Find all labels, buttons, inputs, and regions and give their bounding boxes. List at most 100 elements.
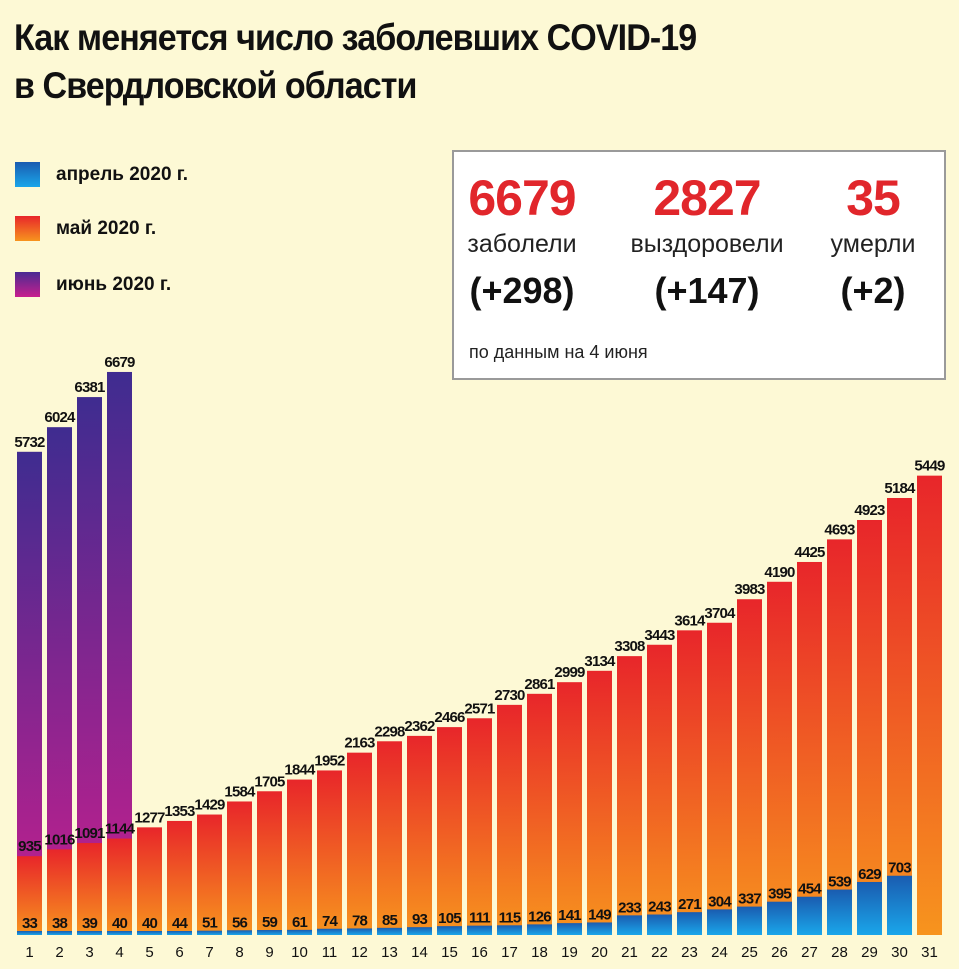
legend-item-april: апрель 2020 г. <box>15 162 188 187</box>
bar-may <box>347 752 372 935</box>
bar-april <box>587 922 612 935</box>
label-may: 5449 <box>914 458 945 475</box>
x-tick-label: 5 <box>145 944 153 961</box>
bar-may <box>317 770 342 935</box>
bar-may <box>497 704 522 935</box>
label-april: 61 <box>292 914 308 931</box>
x-tick-label: 2 <box>55 944 63 961</box>
bar-may <box>917 475 942 935</box>
bar-april <box>407 927 432 935</box>
stat-label: выздоровели <box>630 230 784 258</box>
label-may: 2571 <box>464 700 495 717</box>
label-june: 6381 <box>74 379 105 396</box>
x-tick-label: 22 <box>651 944 668 961</box>
x-tick-label: 7 <box>205 944 213 961</box>
label-may: 1584 <box>224 783 256 800</box>
bar-april <box>167 931 192 935</box>
bar-april <box>737 906 762 935</box>
label-april: 454 <box>798 881 822 898</box>
x-tick-label: 20 <box>591 944 608 961</box>
bar-may <box>437 727 462 935</box>
x-tick-label: 12 <box>351 944 368 961</box>
bar-april <box>857 881 882 935</box>
stat-delta: (+298) <box>469 270 575 311</box>
legend-swatch <box>15 162 40 187</box>
x-tick-label: 17 <box>501 944 518 961</box>
bar-april <box>377 927 402 935</box>
x-tick-label: 26 <box>771 944 788 961</box>
label-april: 539 <box>828 874 851 891</box>
stat-label: умерли <box>830 230 916 258</box>
bar-april <box>287 929 312 935</box>
label-may: 4693 <box>824 521 855 538</box>
bar-may <box>77 843 102 935</box>
label-april: 38 <box>52 915 68 932</box>
bar-may <box>557 682 582 935</box>
bar-april <box>797 896 822 935</box>
bar-may <box>137 827 162 935</box>
bar-may <box>677 630 702 935</box>
x-tick-label: 4 <box>115 944 123 961</box>
bar-may <box>407 735 432 935</box>
x-tick-label: 10 <box>291 944 308 961</box>
label-may: 3308 <box>614 638 645 655</box>
bar-may <box>767 581 792 935</box>
bar-april <box>887 875 912 935</box>
bar-may <box>647 644 672 935</box>
stat-deaths: 35 умерли (+2) <box>818 170 928 320</box>
bar-may <box>167 820 192 935</box>
label-april: 149 <box>588 906 611 923</box>
label-april: 141 <box>558 907 581 924</box>
bar-april <box>17 931 42 935</box>
bar-may <box>377 741 402 935</box>
title-line-2: в Свердловской области <box>14 65 417 106</box>
bar-april <box>197 930 222 935</box>
x-tick-label: 25 <box>741 944 758 961</box>
bar-may <box>17 856 42 935</box>
label-april: 78 <box>352 912 368 929</box>
bar-april <box>137 931 162 935</box>
legend-item-june: июнь 2020 г. <box>15 272 171 297</box>
label-april: 33 <box>22 915 38 932</box>
label-may: 2298 <box>374 723 405 740</box>
bar-april <box>257 930 282 935</box>
bar-april <box>437 926 462 935</box>
label-april: 337 <box>738 891 761 908</box>
label-may: 1705 <box>254 773 285 790</box>
label-april: 105 <box>438 910 461 927</box>
bar-april <box>707 909 732 935</box>
x-tick-label: 21 <box>621 944 638 961</box>
label-may: 3704 <box>704 605 736 622</box>
label-june: 5732 <box>14 434 45 451</box>
x-tick-label: 13 <box>381 944 398 961</box>
label-june: 6024 <box>44 409 76 426</box>
label-may: 2362 <box>404 718 435 735</box>
stat-value: 35 <box>846 170 901 226</box>
stat-delta: (+147) <box>654 270 760 311</box>
label-may: 1277 <box>134 809 165 826</box>
label-may: 2730 <box>494 687 525 704</box>
label-april: 59 <box>262 914 278 931</box>
label-april: 395 <box>768 886 791 903</box>
label-april: 243 <box>648 899 671 916</box>
label-june: 6679 <box>104 354 135 371</box>
legend-label: апрель 2020 г. <box>56 163 189 185</box>
bar-may <box>707 622 732 935</box>
label-may: 4190 <box>764 564 795 581</box>
x-tick-label: 14 <box>411 944 428 961</box>
legend-label: июнь 2020 г. <box>56 273 172 295</box>
label-april: 703 <box>888 860 911 877</box>
bar-april <box>647 914 672 935</box>
bar-june <box>17 451 42 935</box>
label-april: 85 <box>382 912 398 929</box>
x-tick-label: 8 <box>235 944 243 961</box>
label-april: 304 <box>708 893 732 910</box>
x-tick-label: 19 <box>561 944 578 961</box>
legend-label: май 2020 г. <box>56 217 157 239</box>
x-tick-label: 11 <box>322 944 338 961</box>
label-may: 2466 <box>434 709 465 726</box>
x-tick-label: 30 <box>891 944 908 961</box>
label-may: 1091 <box>74 825 105 842</box>
label-may: 3983 <box>734 581 765 598</box>
